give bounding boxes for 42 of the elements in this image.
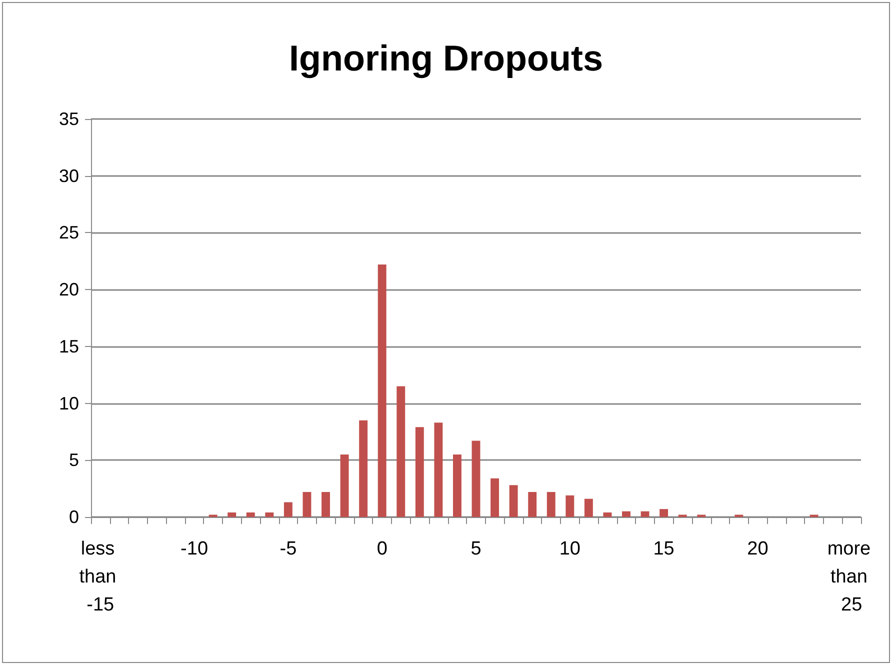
bar (528, 492, 537, 517)
bar (246, 512, 255, 517)
bar (566, 495, 574, 517)
bar (584, 498, 593, 517)
x-tick-label: 0 (376, 538, 388, 560)
y-tick-label: 10 (58, 393, 79, 414)
y-tick-label: 15 (58, 336, 79, 356)
bar (228, 512, 236, 517)
bar (660, 509, 668, 517)
bar (490, 478, 500, 517)
y-tick-label: 35 (58, 109, 79, 129)
bar (472, 440, 480, 517)
bar (284, 502, 292, 517)
x-tick-label: less than -15 (79, 538, 122, 616)
bar (640, 511, 650, 517)
bar (452, 454, 462, 517)
bar (359, 420, 368, 517)
bar (603, 512, 612, 517)
bar (509, 485, 518, 517)
bar (434, 422, 443, 517)
x-tick-label: -5 (280, 538, 297, 560)
y-tick-label: 20 (58, 280, 79, 300)
x-tick-label: 20 (747, 538, 768, 560)
y-tick-label: 5 (68, 450, 79, 470)
bar (396, 386, 406, 517)
bar (546, 492, 556, 517)
bar (340, 454, 349, 517)
bar (265, 512, 274, 517)
bar (378, 264, 386, 517)
x-tick-label: 10 (559, 538, 580, 560)
x-tick-label: 5 (470, 538, 482, 560)
bar (322, 492, 330, 517)
chart-title: Ignoring Dropouts (289, 38, 603, 78)
y-tick-label: 30 (58, 166, 79, 186)
y-tick-label: 0 (68, 507, 79, 527)
bar (302, 492, 312, 517)
x-tick-label: more than 25 (827, 538, 876, 616)
x-tick-label: -10 (180, 538, 208, 560)
bar (622, 511, 630, 517)
y-tick-label: 25 (58, 222, 79, 243)
x-tick-label: 15 (653, 538, 674, 560)
bar (415, 427, 424, 517)
